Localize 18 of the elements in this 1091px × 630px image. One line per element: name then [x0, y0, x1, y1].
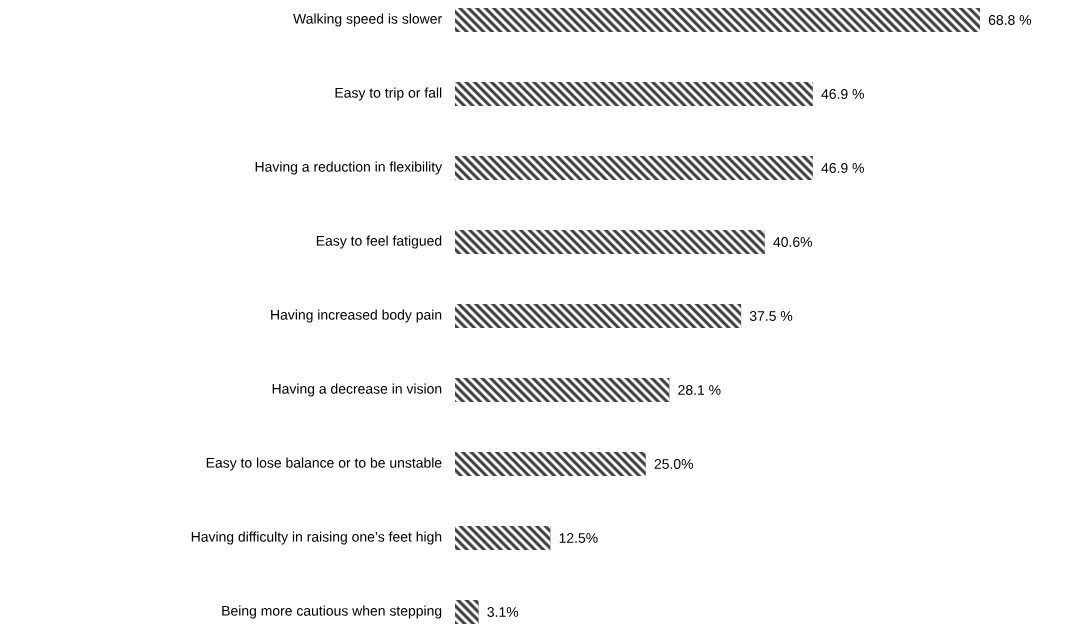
data-label: 68.8 % [988, 15, 1032, 25]
data-label: 46.9 % [821, 163, 864, 173]
data-label: 25.0% [654, 459, 693, 469]
data-label: 12.5% [559, 533, 598, 543]
y-tick-label: Easy to feel fatigued [316, 235, 442, 249]
y-tick-label: Walking speed is slower [293, 13, 442, 27]
data-label: 28.1 % [678, 385, 721, 395]
data-label: 46.9 % [821, 89, 864, 99]
data-label: 3.1% [487, 607, 519, 617]
y-tick-label: Easy to trip or fall [335, 87, 442, 101]
y-tick-label: Having a decrease in vision [272, 383, 442, 397]
y-tick-label: Being more cautious when stepping [222, 605, 442, 619]
data-label: 37.5 % [749, 311, 793, 321]
y-tick-label: Having increased body pain [271, 309, 442, 323]
y-tick-label: Having difficulty in raising one’s feet high [191, 531, 442, 545]
data-label: 40.6% [773, 237, 813, 247]
y-tick-label: Having a reduction in flexibility [255, 161, 443, 175]
y-tick-label: Easy to lose balance or to be unstable [206, 457, 442, 471]
